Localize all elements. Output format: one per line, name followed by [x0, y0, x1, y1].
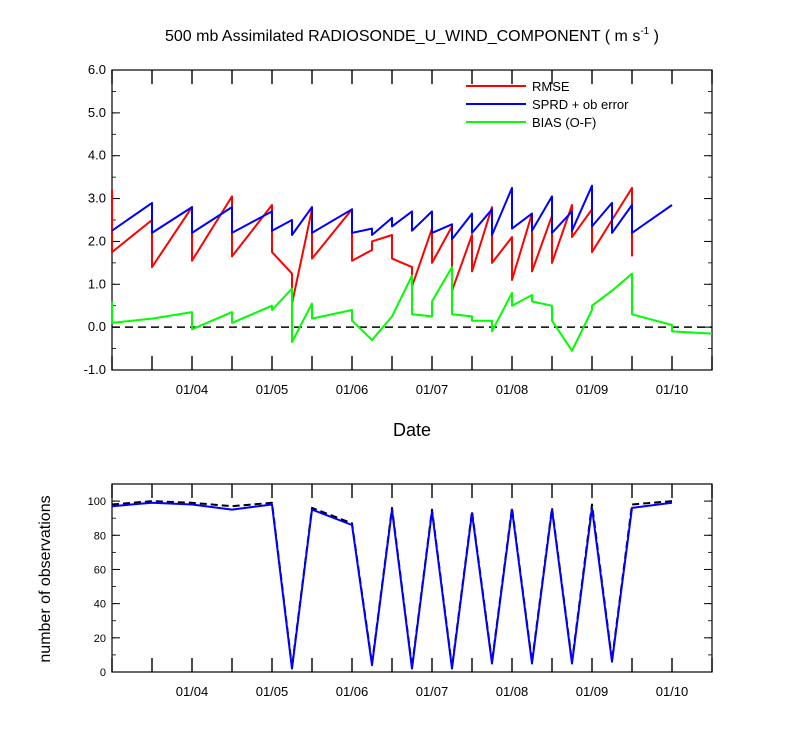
series-line-rmse	[111, 186, 633, 305]
x-tick-label: 01/08	[496, 684, 529, 699]
legend-label: BIAS (O-F)	[532, 115, 596, 130]
x-tick-label: 01/04	[176, 382, 209, 397]
x-tick-label: 01/07	[416, 382, 449, 397]
y-tick-label: 40	[94, 599, 106, 611]
x-axis-label: Date	[393, 420, 431, 440]
y-tick-label: -1.0	[84, 362, 106, 377]
legend: RMSE SPRD + ob error BIAS (O-F)	[466, 79, 629, 130]
x-tick-label: 01/10	[656, 684, 689, 699]
plot-frame	[111, 483, 713, 673]
y-tick-label: 60	[94, 564, 106, 576]
y-tick-label: 2.0	[88, 233, 106, 248]
bottom-panel-axes: 0 20 40 60 80 100 01/04 01/05 01/06 01/07 01/08 01/…	[88, 483, 713, 699]
x-tick-label: 01/05	[256, 382, 289, 397]
x-tick-label: 01/10	[656, 382, 689, 397]
bottom-panel-series	[111, 500, 673, 670]
series-line-possible-observations	[111, 500, 673, 668]
x-tick-label: 01/06	[336, 684, 369, 699]
y-tick-label: 100	[88, 496, 106, 508]
top-panel-axes: -1.0 0.0 1.0 2.0 3.0 4.0 5.0 6.0 01/04 01/05 01/06…	[84, 62, 713, 397]
series-line-bias-o-f-	[111, 266, 713, 352]
chart-title-superscript: -1	[640, 26, 649, 37]
legend-label: RMSE	[532, 79, 570, 94]
y-axis-label-observations: number of observations	[37, 495, 54, 662]
y-tick-label: 5.0	[88, 105, 106, 120]
y-tick-label: 4.0	[88, 148, 106, 163]
x-tick-label: 01/09	[576, 382, 609, 397]
series-line-observations-used	[111, 501, 673, 670]
chart-title-suffix: )	[649, 28, 659, 45]
x-tick-label: 01/09	[576, 684, 609, 699]
x-tick-label: 01/07	[416, 684, 449, 699]
x-tick-label: 01/05	[256, 684, 289, 699]
y-tick-label: 20	[94, 633, 106, 645]
chart-title-main: 500 mb Assimilated RADIOSONDE_U_WIND_COM…	[165, 28, 640, 45]
y-tick-label: 1.0	[88, 276, 106, 291]
series-line-sprd-ob-error	[111, 184, 673, 241]
y-tick-label: 0	[100, 667, 106, 679]
chart-title: 500 mb Assimilated RADIOSONDE_U_WIND_COM…	[165, 26, 659, 45]
y-tick-label: 3.0	[88, 191, 106, 206]
x-tick-label: 01/04	[176, 684, 209, 699]
top-panel-series	[111, 184, 713, 352]
x-tick-label: 01/08	[496, 382, 529, 397]
y-tick-label: 0.0	[88, 319, 106, 334]
x-tick-label: 01/06	[336, 382, 369, 397]
legend-label: SPRD + ob error	[532, 97, 629, 112]
y-tick-label: 80	[94, 530, 106, 542]
y-tick-label: 6.0	[88, 62, 106, 77]
